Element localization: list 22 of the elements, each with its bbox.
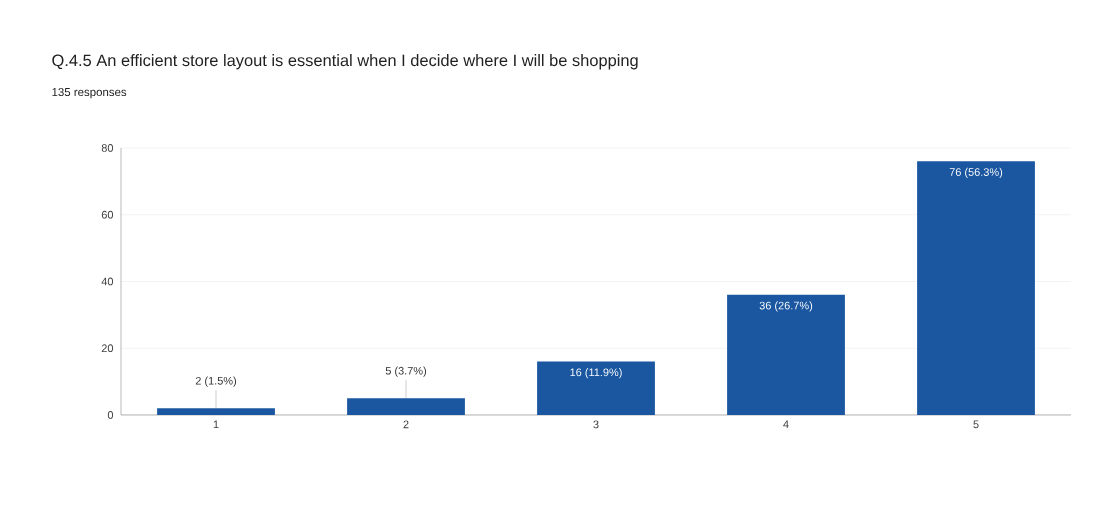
data-label: 16 (11.9%) [570,368,622,379]
bar [727,294,845,415]
data-label: 76 (56.3%) [949,167,1003,179]
data-label: 5 (3.7%) [385,366,427,377]
bar [347,398,465,415]
y-tick-label: 20 [101,344,114,353]
data-label: 36 (26.7%) [759,301,813,312]
x-tick-label: 1 [213,420,219,429]
x-tick-label: 3 [593,420,599,429]
chart-title: Q.4.5 An efficient store layout is essential when I decide where I will be shopping [52,54,638,70]
data-label: 2 (1.5%) [195,376,237,387]
bar [157,408,275,415]
x-tick-label: 5 [973,420,979,429]
y-tick-label: 80 [101,144,114,152]
bar [917,161,1035,415]
x-tick-label: 2 [403,420,409,429]
chart-subtitle: 135 responses [52,87,127,99]
y-tick-label: 60 [101,210,114,219]
bar [537,361,655,415]
x-tick-label: 4 [783,420,789,429]
y-tick-label: 0 [107,411,114,419]
y-tick-label: 40 [101,277,114,286]
